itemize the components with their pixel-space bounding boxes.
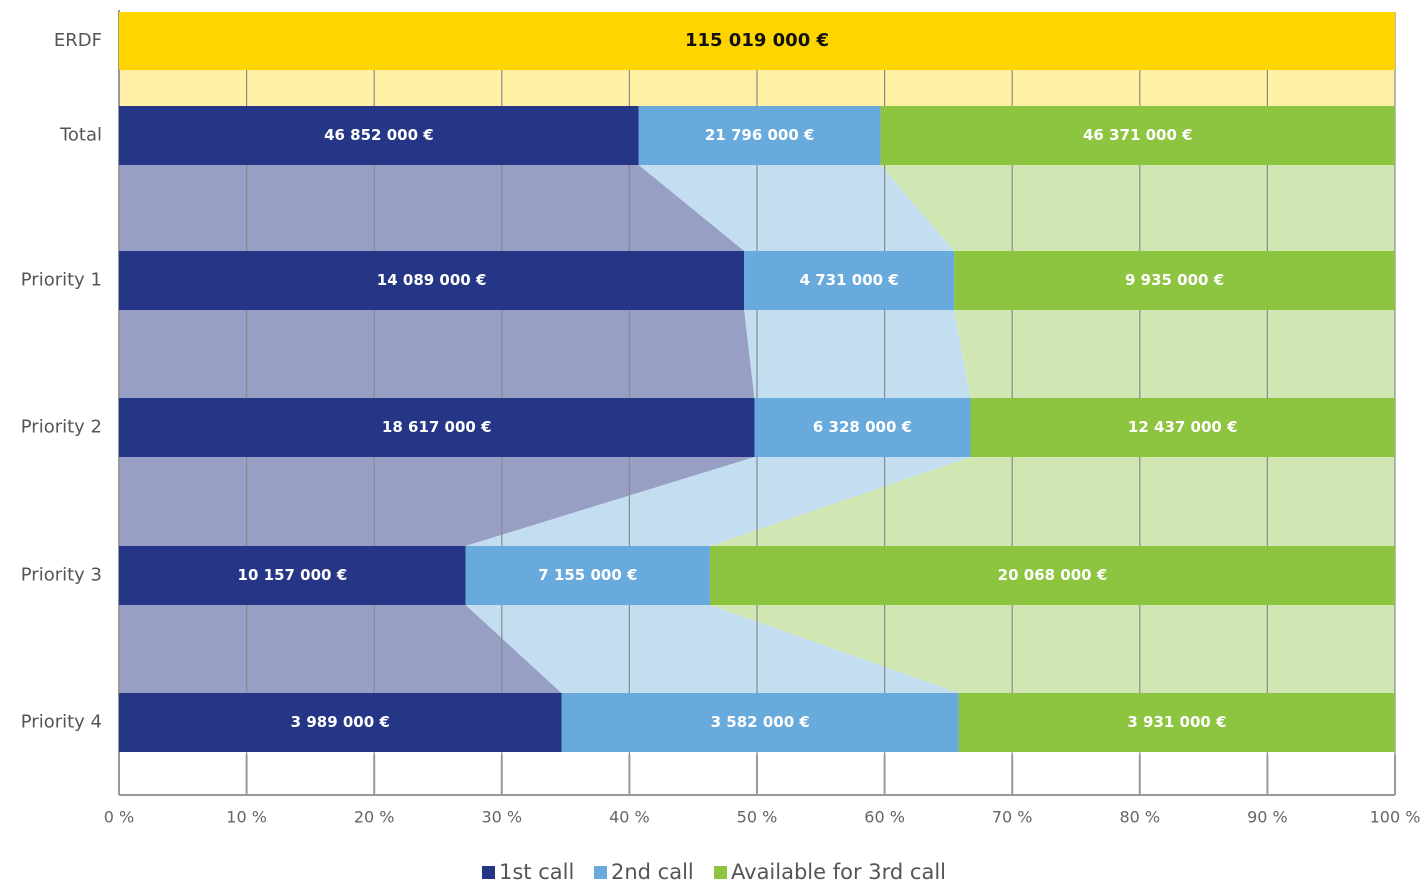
legend-label: Available for 3rd call: [731, 860, 946, 884]
x-tick-label: 80 %: [1119, 808, 1160, 827]
bar-segment: [119, 693, 562, 752]
x-tick-label: 90 %: [1247, 808, 1288, 827]
x-tick-label: 10 %: [226, 808, 267, 827]
connector: [880, 165, 1395, 251]
data-label: 4 731 000 €: [800, 271, 899, 289]
x-tick-label: 50 %: [737, 808, 778, 827]
bar-segment: [638, 106, 881, 165]
data-label: 46 852 000 €: [324, 126, 434, 144]
connector: [119, 165, 745, 251]
data-label: 20 068 000 €: [998, 566, 1108, 584]
legend-label: 1st call: [499, 860, 574, 884]
data-label: 18 617 000 €: [382, 418, 492, 436]
bar-segment: [561, 693, 959, 752]
data-label: 6 328 000 €: [813, 418, 912, 436]
connector: [954, 310, 1395, 398]
bar-segment: [880, 106, 1395, 165]
legend-swatch: [482, 866, 495, 879]
legend-swatch: [594, 866, 607, 879]
x-tick-label: 40 %: [609, 808, 650, 827]
bar-segment: [119, 398, 755, 457]
legend-label: 2nd call: [611, 860, 694, 884]
data-label: 10 157 000 €: [238, 566, 348, 584]
connector: [744, 310, 971, 398]
x-tick-label: 60 %: [864, 808, 905, 827]
data-label: 14 089 000 €: [377, 271, 487, 289]
x-tick-label: 0 %: [104, 808, 134, 827]
data-label: 3 931 000 €: [1127, 713, 1226, 731]
data-label: 46 371 000 €: [1083, 126, 1193, 144]
legend-swatch: [714, 866, 727, 879]
bar-segment: [970, 398, 1395, 457]
bar-segment: [754, 398, 971, 457]
connector: [709, 457, 1395, 546]
data-label: 115 019 000 €: [685, 30, 829, 51]
bar: [119, 12, 1395, 70]
category-label: Priority 1: [21, 270, 102, 291]
connector: [465, 605, 959, 693]
connector: [465, 457, 971, 546]
bar-segment: [954, 251, 1395, 310]
bar-segment: [465, 546, 710, 605]
data-label: 3 989 000 €: [291, 713, 390, 731]
data-label: 7 155 000 €: [538, 566, 637, 584]
category-label: Priority 2: [21, 417, 102, 438]
bar-segment: [744, 251, 955, 310]
connector: [638, 165, 955, 251]
bar-segment: [709, 546, 1395, 605]
category-label: Total: [59, 125, 102, 146]
category-label: Priority 3: [21, 565, 102, 586]
bar-segment: [958, 693, 1395, 752]
data-label: 3 582 000 €: [711, 713, 810, 731]
connector: [119, 310, 755, 398]
connector: [709, 605, 1395, 693]
bar-segment: [119, 546, 466, 605]
data-label: 9 935 000 €: [1125, 271, 1224, 289]
data-label: 12 437 000 €: [1128, 418, 1238, 436]
category-label: ERDF: [54, 30, 102, 51]
bar-segment: [119, 251, 745, 310]
connector: [119, 457, 755, 546]
x-tick-label: 70 %: [992, 808, 1033, 827]
x-tick-label: 20 %: [354, 808, 395, 827]
data-label: 21 796 000 €: [705, 126, 815, 144]
connector: [119, 605, 562, 693]
category-label: Priority 4: [21, 712, 102, 733]
x-tick-label: 100 %: [1370, 808, 1421, 827]
bar-segment: [119, 106, 639, 165]
x-tick-label: 30 %: [481, 808, 522, 827]
